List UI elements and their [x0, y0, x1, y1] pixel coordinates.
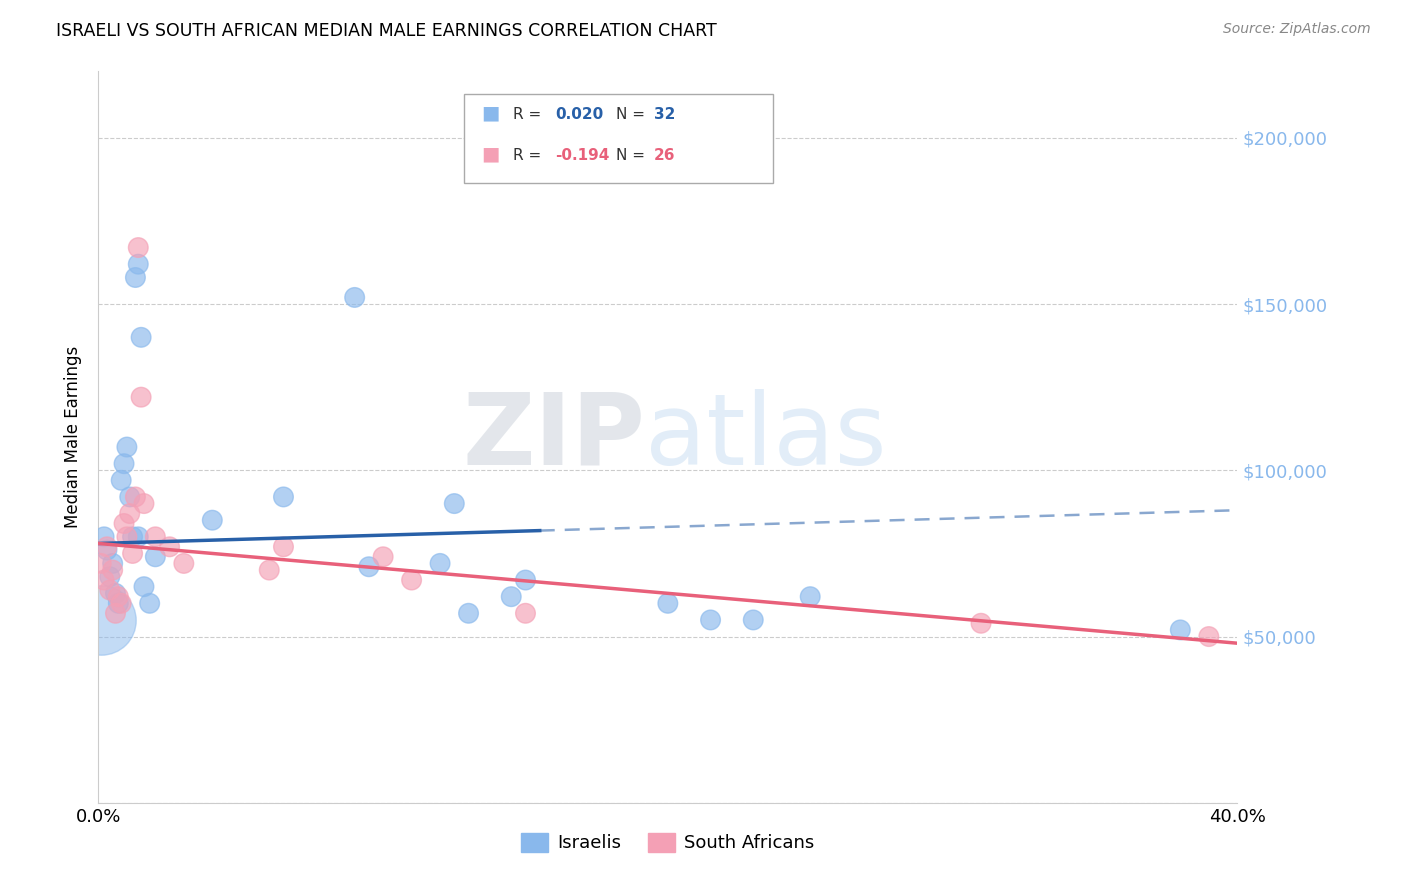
- Text: ISRAELI VS SOUTH AFRICAN MEDIAN MALE EARNINGS CORRELATION CHART: ISRAELI VS SOUTH AFRICAN MEDIAN MALE EAR…: [56, 22, 717, 40]
- Point: [159, 540, 181, 554]
- Text: 0.020: 0.020: [555, 107, 603, 121]
- Point: [107, 590, 129, 604]
- Point: [107, 596, 129, 610]
- Point: [110, 473, 132, 487]
- Point: [104, 586, 127, 600]
- Point: [124, 490, 146, 504]
- Point: [129, 330, 152, 344]
- Y-axis label: Median Male Earnings: Median Male Earnings: [65, 346, 83, 528]
- Point: [373, 549, 395, 564]
- Text: N =: N =: [616, 148, 650, 162]
- Point: [121, 530, 143, 544]
- Point: [429, 557, 451, 571]
- Point: [112, 516, 135, 531]
- Point: [515, 573, 537, 587]
- Point: [970, 616, 993, 631]
- Point: [501, 590, 523, 604]
- Legend: Israelis, South Africans: Israelis, South Africans: [513, 826, 823, 860]
- Point: [101, 557, 124, 571]
- Point: [145, 549, 167, 564]
- Point: [98, 582, 121, 597]
- Point: [129, 390, 152, 404]
- Point: [115, 440, 138, 454]
- Point: [101, 563, 124, 577]
- Point: [443, 497, 465, 511]
- Text: ■: ■: [481, 103, 499, 123]
- Point: [742, 613, 765, 627]
- Point: [127, 241, 149, 255]
- Point: [457, 607, 479, 621]
- Point: [657, 596, 679, 610]
- Point: [118, 507, 141, 521]
- Text: R =: R =: [513, 107, 547, 121]
- Point: [93, 530, 115, 544]
- Point: [273, 540, 295, 554]
- Point: [515, 607, 537, 621]
- Point: [110, 596, 132, 610]
- Point: [118, 490, 141, 504]
- Point: [104, 607, 127, 621]
- Text: Source: ZipAtlas.com: Source: ZipAtlas.com: [1223, 22, 1371, 37]
- Point: [90, 613, 112, 627]
- Point: [93, 573, 115, 587]
- Point: [90, 557, 112, 571]
- Point: [273, 490, 295, 504]
- Point: [201, 513, 224, 527]
- Point: [145, 530, 167, 544]
- Point: [259, 563, 281, 577]
- Point: [173, 557, 195, 571]
- Text: R =: R =: [513, 148, 547, 162]
- Text: 32: 32: [654, 107, 675, 121]
- Point: [127, 530, 149, 544]
- Point: [132, 580, 155, 594]
- Text: ■: ■: [481, 145, 499, 164]
- Point: [1170, 623, 1192, 637]
- Point: [98, 570, 121, 584]
- Point: [96, 540, 118, 554]
- Text: -0.194: -0.194: [555, 148, 610, 162]
- Point: [124, 270, 146, 285]
- Point: [799, 590, 821, 604]
- Text: atlas: atlas: [645, 389, 887, 485]
- Point: [127, 257, 149, 271]
- Point: [96, 543, 118, 558]
- Point: [699, 613, 721, 627]
- Point: [132, 497, 155, 511]
- Point: [115, 530, 138, 544]
- Point: [1198, 630, 1220, 644]
- Text: 26: 26: [654, 148, 675, 162]
- Point: [357, 559, 380, 574]
- Text: ZIP: ZIP: [463, 389, 645, 485]
- Text: N =: N =: [616, 107, 650, 121]
- Point: [138, 596, 160, 610]
- Point: [343, 290, 366, 304]
- Point: [121, 546, 143, 560]
- Point: [401, 573, 423, 587]
- Point: [112, 457, 135, 471]
